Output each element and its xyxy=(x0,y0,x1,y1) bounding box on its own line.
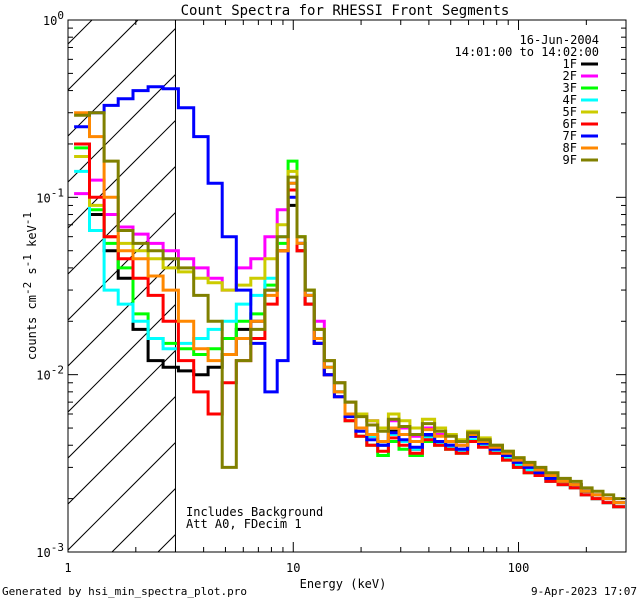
series-line-9F xyxy=(74,111,625,501)
y-tick-label: 10-2 xyxy=(36,364,64,383)
plot-frame xyxy=(67,19,627,553)
y-tick-label: 10-3 xyxy=(36,541,64,560)
legend-label-1F: 1F xyxy=(563,57,577,71)
chart-title: Count Spectra for RHESSI Front Segments xyxy=(181,3,510,19)
hatch-line xyxy=(68,349,176,459)
series-line-2F xyxy=(74,178,625,509)
legend-label-3F: 3F xyxy=(563,81,577,95)
hatch-line xyxy=(68,20,93,45)
hatch-line xyxy=(68,73,176,183)
legend-label-9F: 9F xyxy=(563,153,577,167)
series-line-3F xyxy=(74,146,625,509)
series-layer xyxy=(74,85,625,509)
legend-label-5F: 5F xyxy=(563,105,577,119)
y-axis-label: counts cm-2 s-1 keV-1 xyxy=(21,212,39,360)
footer-timestamp: 9-Apr-2023 17:07 xyxy=(531,585,637,598)
series-line-8F xyxy=(74,111,625,505)
series-line-1F xyxy=(74,142,625,509)
x-tick-label: 100 xyxy=(508,561,530,575)
axis-ticks: 1 10 100 100 10-1 10-2 10-3 xyxy=(36,9,627,575)
hatch-line xyxy=(68,27,176,137)
hatch-line xyxy=(68,441,176,551)
x-tick-label: 1 xyxy=(64,561,71,575)
annotation-background: Includes Background xyxy=(186,505,323,519)
legend-label-4F: 4F xyxy=(563,93,577,107)
date-label: 16-Jun-2004 xyxy=(520,33,599,47)
x-axis-label: Energy (keV) xyxy=(300,577,387,591)
hatch-line xyxy=(68,257,176,367)
legend-label-2F: 2F xyxy=(563,69,577,83)
y-tick-label: 100 xyxy=(43,9,64,28)
hatch-line xyxy=(68,211,176,321)
series-line-6F xyxy=(74,142,625,509)
hatch-line xyxy=(111,487,176,552)
series-line-5F xyxy=(74,155,625,505)
annotation-attenuator: Att A0, FDecim 1 xyxy=(186,517,302,531)
hatch-line xyxy=(68,303,176,413)
y-tick-label: 10-1 xyxy=(36,186,64,205)
legend-label-7F: 7F xyxy=(563,129,577,143)
series-line-4F xyxy=(74,169,625,509)
x-tick-label: 10 xyxy=(286,561,300,575)
legend-label-6F: 6F xyxy=(563,117,577,131)
legend-label-8F: 8F xyxy=(563,141,577,155)
time-range-label: 14:01:00 to 14:02:00 xyxy=(455,45,600,59)
hatch-line xyxy=(68,119,176,229)
hatch-line xyxy=(68,395,176,505)
footer-generated-by: Generated by hsi_min_spectra_plot.pro xyxy=(2,585,247,598)
